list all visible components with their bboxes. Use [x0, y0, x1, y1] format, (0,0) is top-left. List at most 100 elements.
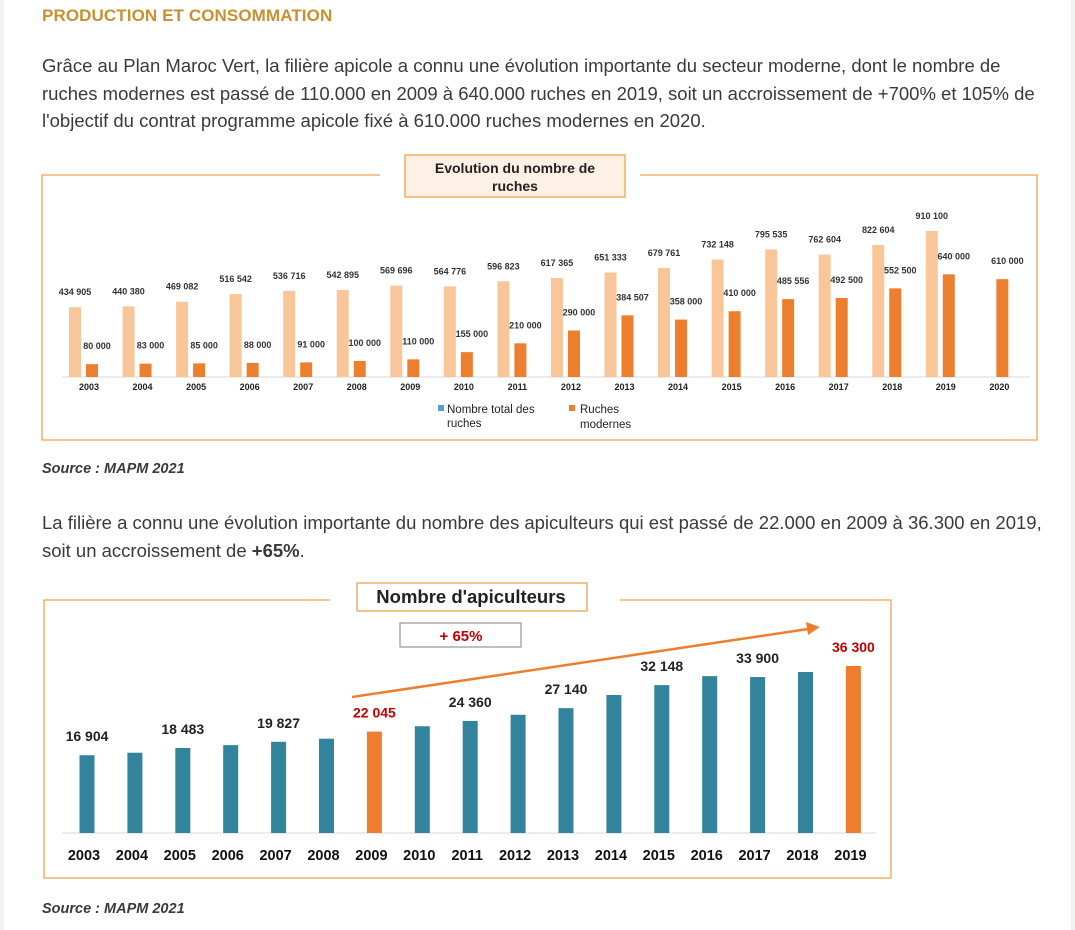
chart2-x-tick: 2013: [547, 848, 579, 864]
chart1-modern-bar: [193, 363, 206, 377]
chart1-title-line2: ruches: [492, 178, 538, 194]
chart2-annotation-box: [399, 622, 522, 648]
chart1-modern-bar: [460, 352, 473, 377]
source-note-1: Source : MAPM 2021: [42, 461, 185, 477]
chart1-x-tick: 2011: [508, 382, 528, 392]
chart2-bar: [606, 694, 622, 833]
chart1-x-tick: 2003: [79, 382, 99, 392]
chart2-x-tick: 2006: [212, 848, 244, 864]
chart1-modern-bar: [567, 330, 580, 377]
chart1-modern-bar: [407, 359, 420, 377]
chart2-x-tick: 2019: [834, 848, 866, 864]
chart2-bar: [175, 747, 191, 833]
chart2-x-tick: 2009: [355, 848, 387, 864]
chart1-total-label: 679 761: [648, 248, 681, 258]
chart1-modern-bar: [942, 274, 955, 377]
paragraph2-growth: +65%: [251, 539, 300, 561]
chart2-x-tick: 2010: [403, 848, 435, 864]
chart1-total-bar: [122, 306, 135, 377]
chart2-frame: [43, 599, 892, 879]
chart1-title-box: [404, 154, 626, 198]
chart2-x-tick: 2012: [499, 848, 531, 864]
chart1-modern-bar: [728, 311, 741, 377]
chart1-modern-bar: [139, 363, 152, 377]
chart1-modern-label: 80 000: [83, 341, 111, 351]
chart1-x-tick: 2006: [240, 382, 260, 392]
chart2-bar: [127, 752, 143, 833]
chart1-modern-label: 210 000: [509, 320, 542, 330]
chart1-modern-label: 290 000: [563, 307, 596, 317]
chart1-total-label: 732 148: [701, 240, 734, 250]
chart1-legend-total-line2: ruches: [447, 418, 482, 430]
chart2-x-tick: 2017: [738, 848, 770, 864]
chart2-trend-arrow: [351, 627, 809, 699]
chart1-legend-modern-line2: modernes: [580, 419, 631, 431]
chart2-value-label: 27 140: [545, 681, 588, 697]
chart1-legend-modern-swatch: [569, 405, 575, 411]
section-heading: PRODUCTION ET CONSOMMATION: [42, 6, 333, 25]
chart1-x-tick: 2005: [186, 382, 206, 392]
chart2-x-tick: 2008: [307, 848, 339, 864]
chart1-modern-label: 410 000: [723, 288, 756, 298]
chart2-bar: [366, 731, 382, 833]
chart1-total-bar: [765, 249, 778, 377]
chart1-total-label: 434 905: [59, 287, 92, 297]
chart1-total-bar: [229, 294, 242, 377]
chart1-x-tick: 2009: [400, 382, 420, 392]
chart2-bar: [702, 676, 718, 833]
chart1-total-label: 536 716: [273, 271, 306, 281]
chart1-modern-label: 91 000: [297, 339, 325, 349]
chart1-total-label: 542 895: [326, 270, 359, 280]
chart1-total-bar: [336, 289, 349, 377]
chart2-bar: [462, 720, 478, 833]
chart2-bar: [510, 714, 526, 833]
chart1-modern-bar: [514, 343, 527, 377]
chart1-total-label: 569 696: [380, 266, 413, 276]
chart2-bar: [319, 738, 334, 833]
intro-paragraph: Grâce au Plan Maroc Vert, la filière api…: [42, 55, 1035, 131]
chart2-x-tick: 2015: [643, 848, 675, 864]
chart1-total-bar: [283, 290, 296, 377]
chart1-modern-label: 552 500: [884, 265, 917, 275]
chart1-x-tick: 2018: [882, 382, 902, 392]
chart1-modern-label: 358 000: [670, 297, 703, 307]
chart1-x-tick: 2015: [722, 382, 742, 392]
chart1-x-tick: 2008: [347, 382, 367, 392]
chart1-modern-bar: [300, 362, 313, 377]
chart1-modern-bar: [835, 297, 848, 377]
chart1-total-bar: [443, 286, 456, 377]
chart2-title-box: [356, 582, 588, 612]
chart2-bar: [223, 745, 239, 833]
chart2-x-tick: 2007: [259, 848, 291, 864]
chart1-modern-label: 640 000: [938, 251, 971, 261]
chart2-x-tick: 2011: [451, 848, 482, 864]
chart1-frame: [41, 174, 1038, 441]
chart1-x-tick: 2019: [936, 382, 956, 392]
chart1-total-bar: [69, 307, 81, 377]
chart1-modern-label: 88 000: [244, 340, 272, 350]
chart1-modern-bar: [353, 360, 366, 377]
chart2-value-label: 19 827: [257, 715, 300, 731]
chart1-modern-label: 485 556: [777, 276, 810, 286]
chart1-x-tick: 2007: [293, 382, 313, 392]
chart1-total-label: 516 542: [219, 274, 252, 284]
chart1-modern-bar: [996, 279, 1009, 377]
chart1-total-bar: [550, 277, 563, 377]
chart1-modern-label: 384 507: [616, 292, 649, 302]
chart2-x-tick: 2005: [164, 848, 196, 864]
chart2-value-label: 24 360: [449, 694, 492, 710]
chart2-bar: [79, 755, 95, 833]
chart1-total-bar: [176, 301, 189, 377]
chart1-total-bar: [818, 254, 831, 377]
chart1-total-label: 469 082: [166, 282, 199, 292]
chart1-modern-bar: [675, 319, 688, 377]
chart1-total-label: 440 380: [112, 286, 145, 296]
chart2-title: Nombre d'apiculteurs: [376, 586, 565, 607]
page-left-border: [0, 0, 4, 930]
chart1-modern-label: 155 000: [456, 329, 489, 339]
chart2-x-tick: 2003: [68, 848, 100, 864]
chart2-bar: [798, 671, 813, 833]
paragraph2-text: La filière a connu une évolution importa…: [42, 512, 1042, 561]
chart1-total-label: 596 823: [487, 261, 520, 271]
